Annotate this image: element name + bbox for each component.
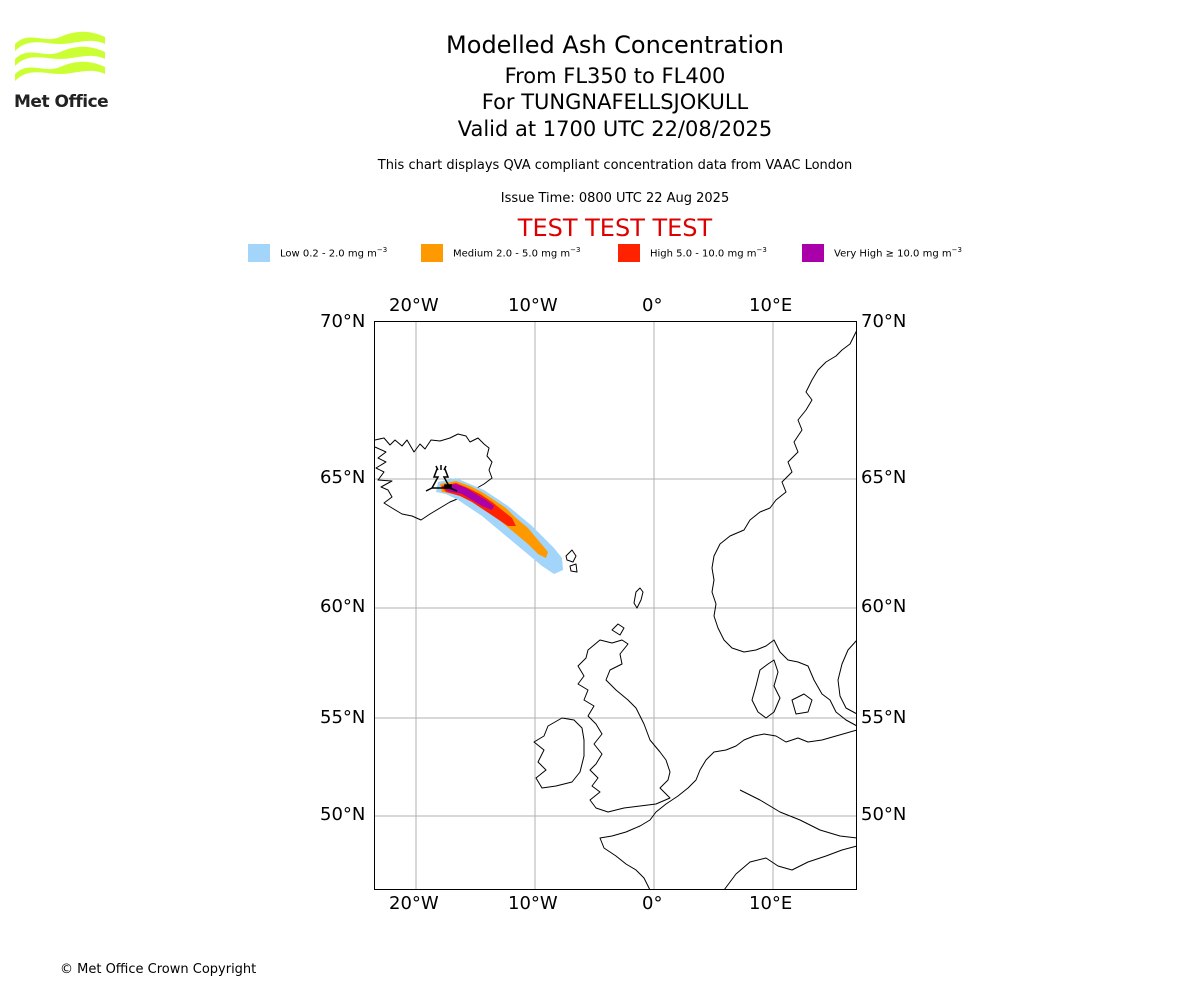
- lat-label-left-50n: 50°N: [320, 804, 366, 825]
- gridlines: [374, 321, 857, 890]
- lat-label-right-70n: 70°N: [861, 311, 907, 332]
- lon-label-top-20w: 20°W: [389, 295, 439, 316]
- coastline-orkney: [611, 623, 625, 636]
- ash-high: [441, 483, 516, 526]
- coastline-shetland: [633, 587, 644, 609]
- copyright: © Met Office Crown Copyright: [60, 962, 257, 977]
- lon-label-top-10e: 10°E: [749, 295, 793, 316]
- lat-label-left-70n: 70°N: [320, 311, 366, 332]
- coastline-sweden: [837, 639, 857, 715]
- coastline-iceland: [374, 433, 493, 521]
- logo-text: Met Office: [14, 92, 109, 112]
- lon-label-top-10w: 10°W: [508, 295, 558, 316]
- lat-label-right-60n: 60°N: [861, 596, 907, 617]
- volcano-icon: [425, 465, 458, 492]
- flight-level-range: From FL350 to FL400: [504, 64, 726, 88]
- logo-wave-2: [15, 46, 105, 66]
- coastline-ireland: [533, 717, 585, 789]
- volcano-name: For TUNGNAFELLSJOKULL: [481, 90, 749, 114]
- logo-wave-3: [15, 61, 105, 81]
- legend-label-medium: Medium 2.0 - 5.0 mg m−3: [453, 246, 581, 260]
- coastlines: [374, 329, 857, 890]
- coastline-denmark: [751, 659, 813, 719]
- chart-description: This chart displays QVA compliant concen…: [377, 158, 853, 173]
- lat-label-left-65n: 65°N: [320, 467, 366, 488]
- legend-swatch-medium: [421, 244, 443, 262]
- coastline-norway: [711, 329, 857, 727]
- legend-label-high: High 5.0 - 10.0 mg m−3: [650, 246, 767, 260]
- logo-wave-1: [15, 31, 105, 51]
- lon-label-bottom-0: 0°: [642, 893, 663, 914]
- lon-label-top-0: 0°: [642, 295, 663, 316]
- ash-low: [436, 478, 563, 574]
- map-panel: [374, 321, 857, 890]
- coastline-great-britain: [577, 639, 671, 813]
- coastline-interior: [739, 789, 857, 839]
- lon-label-bottom-10w: 10°W: [508, 893, 558, 914]
- valid-time: Valid at 1700 UTC 22/08/2025: [457, 117, 773, 141]
- lat-label-right-50n: 50°N: [861, 804, 907, 825]
- lon-label-bottom-20w: 20°W: [389, 893, 439, 914]
- legend-swatch-low: [248, 244, 270, 262]
- met-office-logo: [15, 31, 105, 81]
- test-banner: TEST TEST TEST: [517, 214, 713, 242]
- lat-label-left-60n: 60°N: [320, 596, 366, 617]
- coastline-alps: [723, 845, 857, 890]
- legend-swatch-very-high: [802, 244, 824, 262]
- lat-label-right-65n: 65°N: [861, 467, 907, 488]
- lat-label-right-55n: 55°N: [861, 707, 907, 728]
- chart-title: Modelled Ash Concentration: [446, 31, 784, 59]
- legend-swatch-high: [618, 244, 640, 262]
- issue-time: Issue Time: 0800 UTC 22 Aug 2025: [500, 191, 730, 206]
- lat-label-left-55n: 55°N: [320, 707, 366, 728]
- coastline-faroe: [565, 549, 578, 573]
- coastline-continent: [599, 729, 857, 890]
- legend-label-very-high: Very High ≥ 10.0 mg m−3: [834, 246, 962, 260]
- legend-label-low: Low 0.2 - 2.0 mg m−3: [280, 246, 388, 260]
- lon-label-bottom-10e: 10°E: [749, 893, 793, 914]
